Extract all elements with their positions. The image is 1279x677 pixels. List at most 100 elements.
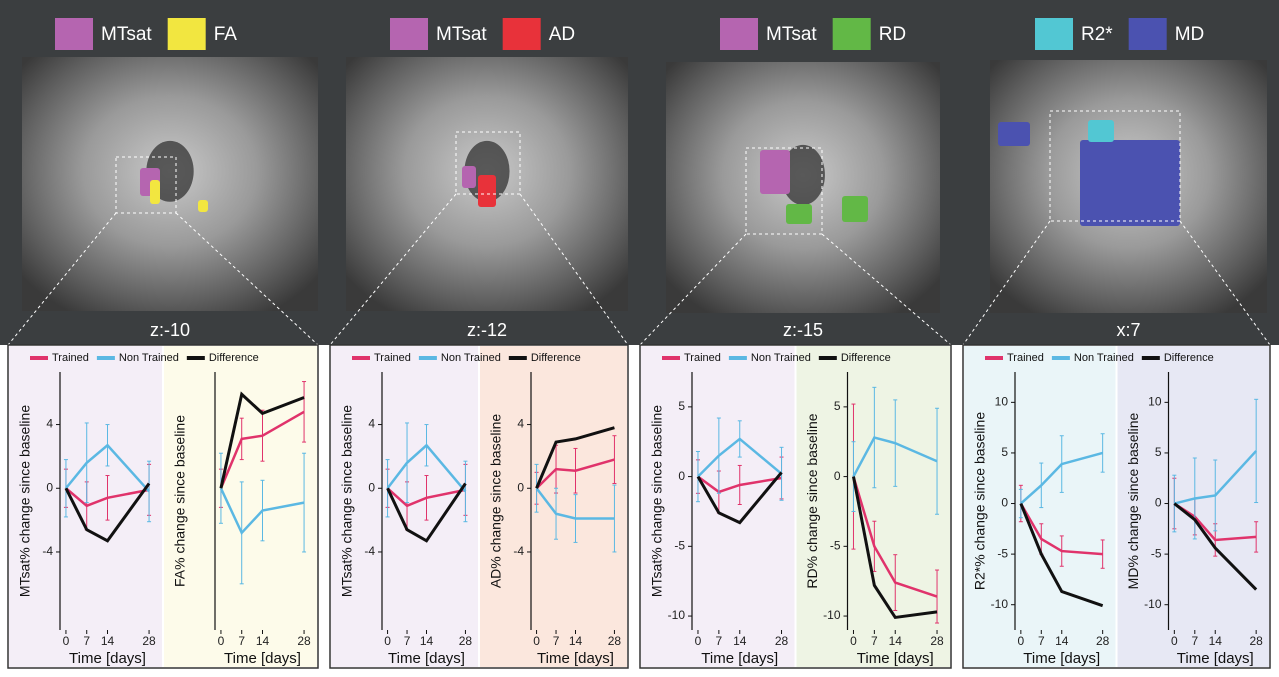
x-tick-label: 14 xyxy=(569,634,583,648)
x-tick-label: 14 xyxy=(889,634,903,648)
x-tick-label: 7 xyxy=(404,634,411,648)
x-tick-label: 0 xyxy=(1018,634,1025,648)
y-axis-label: R2*% change since baseline xyxy=(972,412,988,590)
x-axis-label: Time [days] xyxy=(857,650,934,667)
y-axis-label: RD% change since baseline xyxy=(804,413,820,588)
legend-label: Non Trained xyxy=(751,352,811,364)
x-tick-label: 7 xyxy=(871,634,878,648)
y-axis-label: FA% change since baseline xyxy=(172,415,188,587)
region-swatch xyxy=(55,18,93,50)
region-label: MTsat xyxy=(101,24,152,45)
x-tick-label: 7 xyxy=(1191,634,1198,648)
legend-label: Difference xyxy=(209,352,259,364)
y-tick-label: 4 xyxy=(368,417,375,431)
x-axis-label: Time [days] xyxy=(537,650,614,667)
region-label: AD xyxy=(549,24,575,45)
y-tick-label: -10 xyxy=(668,608,686,622)
y-tick-label: -5 xyxy=(997,546,1008,560)
y-tick-label: 0 xyxy=(46,480,53,494)
region-label: MTsat xyxy=(766,24,817,45)
region-label: RD xyxy=(879,24,906,45)
region-label: R2* xyxy=(1081,24,1113,45)
x-tick-label: 28 xyxy=(297,634,311,648)
x-tick-label: 7 xyxy=(238,634,245,648)
x-axis-label: Time [days] xyxy=(69,650,146,667)
x-tick-label: 7 xyxy=(716,634,723,648)
y-axis-label: MD% change since baseline xyxy=(1125,412,1141,589)
x-tick-label: 7 xyxy=(83,634,90,648)
region-overlay xyxy=(1088,120,1114,142)
x-tick-label: 28 xyxy=(1096,634,1110,648)
y-tick-label: -4 xyxy=(513,544,524,558)
region-overlay xyxy=(462,166,476,188)
region-swatch xyxy=(168,18,206,50)
figure: MTsat FA z:-10 MTsat AD z:-12 MTsat RD z:-15 R2* M… xyxy=(0,0,1279,672)
x-tick-label: 14 xyxy=(256,634,270,648)
x-tick-label: 14 xyxy=(733,634,747,648)
legend-label: Trained xyxy=(374,352,411,364)
y-tick-label: 5 xyxy=(1155,445,1162,459)
x-tick-label: 0 xyxy=(533,634,540,648)
y-tick-label: 4 xyxy=(46,417,53,431)
region-label: MD xyxy=(1175,24,1205,45)
slice-label: z:-10 xyxy=(150,320,190,340)
region-overlay xyxy=(842,196,868,222)
x-tick-label: 14 xyxy=(1055,634,1069,648)
region-swatch xyxy=(1035,18,1073,50)
legend-label: Non Trained xyxy=(119,352,179,364)
y-tick-label: 0 xyxy=(678,469,685,483)
region-overlay xyxy=(786,204,812,224)
x-tick-label: 14 xyxy=(1209,634,1223,648)
x-tick-label: 28 xyxy=(459,634,473,648)
x-tick-label: 0 xyxy=(384,634,391,648)
x-tick-label: 28 xyxy=(930,634,944,648)
x-tick-label: 0 xyxy=(63,634,70,648)
y-tick-label: -10 xyxy=(991,597,1009,611)
y-tick-label: 10 xyxy=(995,395,1009,409)
slice-label: z:-12 xyxy=(467,320,507,340)
x-axis-label: Time [days] xyxy=(224,650,301,667)
slice-label: x:7 xyxy=(1116,320,1140,340)
y-tick-label: -5 xyxy=(674,538,685,552)
x-tick-label: 28 xyxy=(142,634,156,648)
y-tick-label: -4 xyxy=(364,544,375,558)
legend-label: Trained xyxy=(1007,352,1044,364)
legend-label: Trained xyxy=(52,352,89,364)
x-tick-label: 14 xyxy=(420,634,434,648)
legend-label: Difference xyxy=(1164,352,1214,364)
y-tick-label: 5 xyxy=(678,399,685,413)
y-tick-label: -5 xyxy=(1151,546,1162,560)
y-tick-label: 10 xyxy=(1148,395,1162,409)
x-tick-label: 0 xyxy=(850,634,857,648)
legend-label: Difference xyxy=(841,352,891,364)
y-tick-label: 0 xyxy=(1001,496,1008,510)
x-tick-label: 28 xyxy=(775,634,789,648)
x-tick-label: 28 xyxy=(1249,634,1263,648)
slice-label: z:-15 xyxy=(783,320,823,340)
y-axis-label: MTsat% change since baseline xyxy=(17,405,33,597)
x-tick-label: 7 xyxy=(553,634,560,648)
x-tick-label: 0 xyxy=(695,634,702,648)
y-tick-label: 0 xyxy=(517,480,524,494)
legend-label: Non Trained xyxy=(1074,352,1134,364)
y-tick-label: -10 xyxy=(823,608,841,622)
x-tick-label: 0 xyxy=(218,634,225,648)
region-overlay xyxy=(198,200,208,212)
region-swatch xyxy=(720,18,758,50)
y-tick-label: 0 xyxy=(1155,496,1162,510)
x-tick-label: 0 xyxy=(1171,634,1178,648)
x-tick-label: 7 xyxy=(1038,634,1045,648)
y-tick-label: 4 xyxy=(517,417,524,431)
y-axis-label: AD% change since baseline xyxy=(488,414,504,589)
region-label: FA xyxy=(214,24,238,45)
x-axis-label: Time [days] xyxy=(1177,650,1254,667)
y-axis-label: MTsat% change since baseline xyxy=(339,405,355,597)
region-overlay xyxy=(1080,140,1180,226)
region-overlay xyxy=(150,180,160,204)
x-axis-label: Time [days] xyxy=(388,650,465,667)
region-label: MTsat xyxy=(436,24,487,45)
x-tick-label: 28 xyxy=(608,634,622,648)
y-tick-label: -10 xyxy=(1144,597,1162,611)
y-tick-label: 0 xyxy=(834,469,841,483)
y-tick-label: 5 xyxy=(834,399,841,413)
